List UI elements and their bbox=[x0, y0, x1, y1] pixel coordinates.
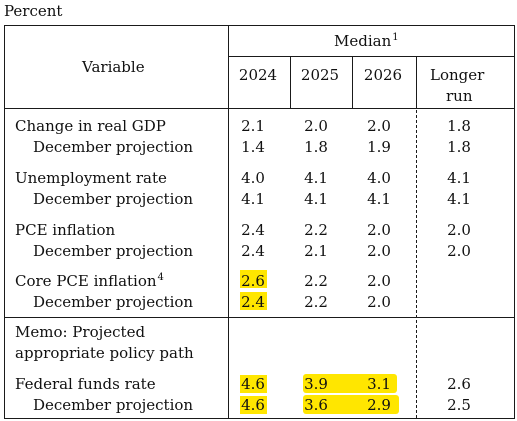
cell-gdp-2025: 2.0 bbox=[304, 117, 328, 135]
cell-ffr-2024: 4.6 bbox=[241, 375, 265, 393]
row-label-ffr-dec: December projection bbox=[33, 396, 194, 414]
cell-core-2026: 2.0 bbox=[367, 272, 391, 290]
core-pce-footnote: 4 bbox=[157, 272, 164, 283]
header-bottom-border bbox=[4, 108, 514, 109]
row-label-core-pce-dec: December projection bbox=[33, 293, 194, 311]
cell-gdp-2024: 2.1 bbox=[241, 117, 265, 135]
cell-pce-dec-longer: 2.0 bbox=[447, 242, 471, 260]
cell-gdp-2026: 2.0 bbox=[367, 117, 391, 135]
cell-gdp-longer: 1.8 bbox=[447, 117, 471, 135]
row-label-ffr: Federal funds rate bbox=[15, 375, 156, 393]
cell-ffr-dec-2025: 3.6 bbox=[304, 396, 328, 414]
table-bottom-border bbox=[4, 418, 514, 419]
cell-pce-2024: 2.4 bbox=[241, 221, 265, 239]
cell-pce-dec-2024: 2.4 bbox=[241, 242, 265, 260]
unit-label: Percent bbox=[4, 2, 63, 20]
highlight-ffr-dec-2024 bbox=[240, 396, 267, 414]
cell-unemp-dec-2025: 4.1 bbox=[304, 190, 328, 208]
highlight-core-2024 bbox=[240, 270, 267, 288]
median-footnote: 1 bbox=[392, 32, 399, 43]
cell-unemp-2025: 4.1 bbox=[304, 169, 328, 187]
year-header-2024: 2024 bbox=[238, 66, 278, 84]
cell-core-2024: 2.6 bbox=[241, 272, 265, 290]
row-label-unemployment-dec: December projection bbox=[33, 190, 194, 208]
cell-ffr-dec-2026: 2.9 bbox=[367, 396, 391, 414]
cell-gdp-dec-2025: 1.8 bbox=[304, 138, 328, 156]
highlight-ffr-2025-2026 bbox=[303, 374, 397, 393]
longer-run-header-line2: run bbox=[446, 87, 473, 105]
cell-pce-dec-2025: 2.1 bbox=[304, 242, 328, 260]
row-label-unemployment: Unemployment rate bbox=[15, 169, 167, 187]
highlight-core-dec-2024 bbox=[240, 292, 267, 310]
cell-gdp-dec-longer: 1.8 bbox=[447, 138, 471, 156]
year-divider-1 bbox=[290, 56, 291, 108]
row-label-core-pce: Core PCE inflation4 bbox=[15, 272, 164, 290]
highlight-ffr-2024 bbox=[240, 375, 267, 393]
memo-line-2: appropriate policy path bbox=[15, 344, 194, 362]
year-divider-3 bbox=[416, 56, 417, 108]
cell-pce-2025: 2.2 bbox=[304, 221, 328, 239]
cell-core-dec-2024: 2.4 bbox=[241, 293, 265, 311]
cell-unemp-dec-2026: 4.1 bbox=[367, 190, 391, 208]
cell-unemp-2026: 4.0 bbox=[367, 169, 391, 187]
cell-ffr-2026: 3.1 bbox=[367, 375, 391, 393]
cell-ffr-dec-longer: 2.5 bbox=[447, 396, 471, 414]
cell-pce-2026: 2.0 bbox=[367, 221, 391, 239]
memo-top-border bbox=[4, 317, 514, 318]
longer-run-header-line1: Longer bbox=[430, 66, 485, 84]
cell-ffr-dec-2024: 4.6 bbox=[241, 396, 265, 414]
cell-gdp-dec-2024: 1.4 bbox=[241, 138, 265, 156]
year-divider-2 bbox=[352, 56, 353, 108]
row-label-gdp: Change in real GDP bbox=[15, 117, 166, 135]
variable-column-divider bbox=[228, 25, 229, 419]
cell-pce-longer: 2.0 bbox=[447, 221, 471, 239]
longer-run-dashed-divider bbox=[416, 110, 417, 418]
cell-unemp-longer: 4.1 bbox=[447, 169, 471, 187]
cell-gdp-dec-2026: 1.9 bbox=[367, 138, 391, 156]
row-label-pce-dec: December projection bbox=[33, 242, 194, 260]
cell-core-2025: 2.2 bbox=[304, 272, 328, 290]
year-header-2026: 2026 bbox=[363, 66, 403, 84]
row-label-pce: PCE inflation bbox=[15, 221, 116, 239]
year-header-2025: 2025 bbox=[300, 66, 340, 84]
variable-column-header: Variable bbox=[82, 58, 145, 76]
cell-core-dec-2025: 2.2 bbox=[304, 293, 328, 311]
header-median-underline bbox=[228, 56, 514, 57]
median-header: Median1 bbox=[334, 32, 399, 50]
median-header-text: Median bbox=[334, 32, 392, 50]
highlight-ffr-dec-2025-2026 bbox=[303, 395, 399, 414]
cell-pce-dec-2026: 2.0 bbox=[367, 242, 391, 260]
cell-unemp-2024: 4.0 bbox=[241, 169, 265, 187]
right-border bbox=[514, 25, 515, 419]
row-label-gdp-dec: December projection bbox=[33, 138, 194, 156]
cell-unemp-dec-longer: 4.1 bbox=[447, 190, 471, 208]
table-top-border bbox=[4, 25, 514, 26]
cell-ffr-longer: 2.6 bbox=[447, 375, 471, 393]
cell-core-dec-2026: 2.0 bbox=[367, 293, 391, 311]
left-border bbox=[4, 25, 5, 419]
core-pce-label-text: Core PCE inflation bbox=[15, 272, 157, 290]
memo-line-1: Memo: Projected bbox=[15, 323, 146, 341]
cell-unemp-dec-2024: 4.1 bbox=[241, 190, 265, 208]
cell-ffr-2025: 3.9 bbox=[304, 375, 328, 393]
